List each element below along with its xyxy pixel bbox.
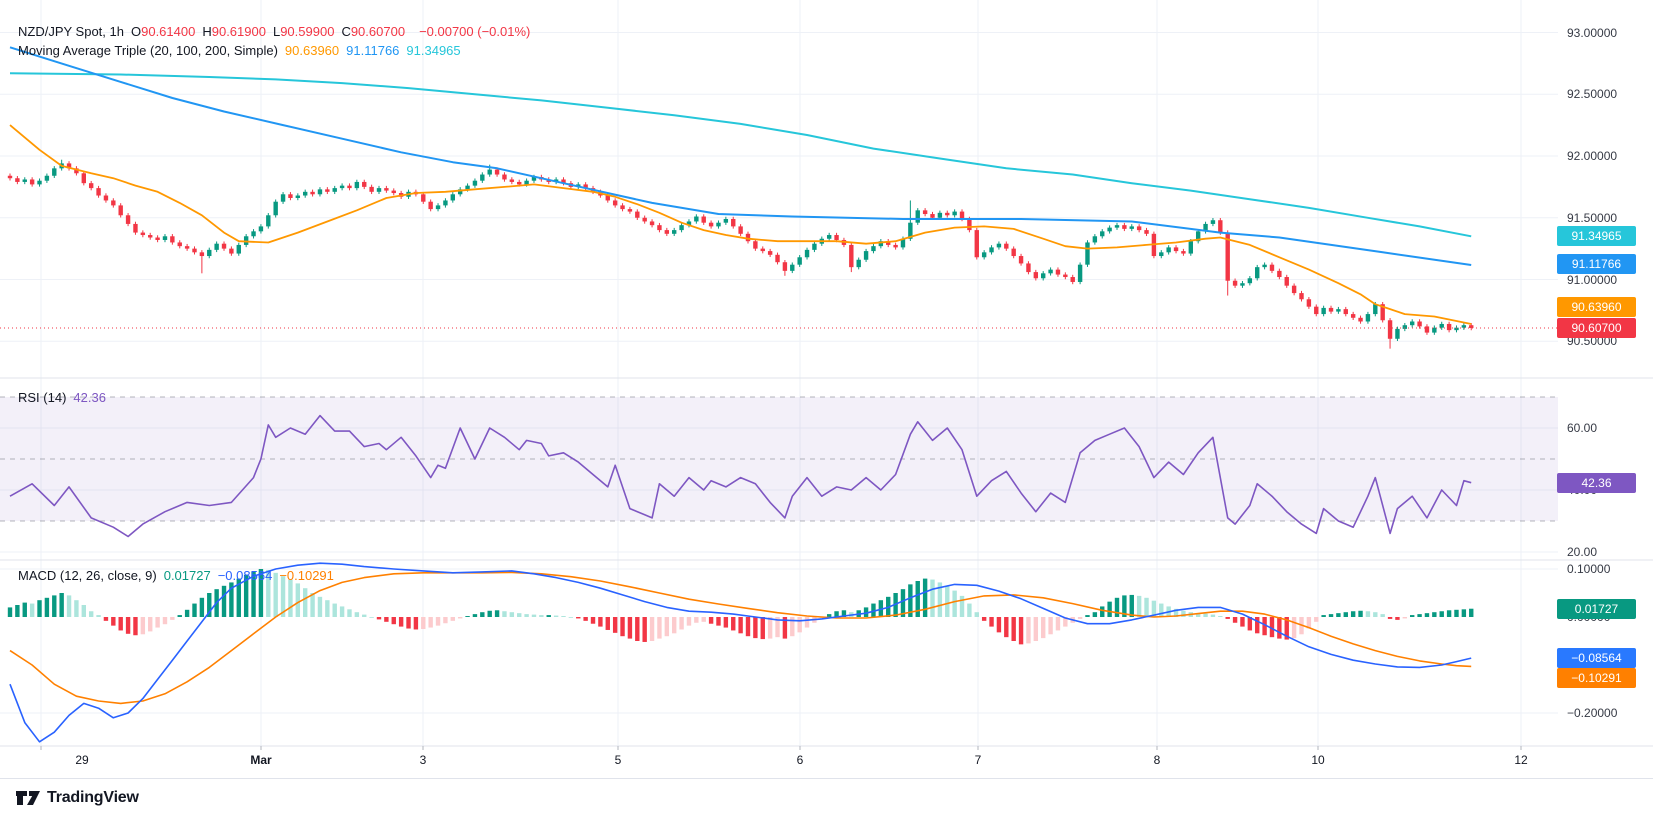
ma100-value: 91.11766	[346, 43, 400, 58]
price-axis-label: 91.50000	[1567, 210, 1618, 225]
rsi-axis-label: 20.00	[1567, 545, 1598, 559]
rsi-badge: 42.36	[1557, 473, 1636, 493]
rsi-indicator-label: RSI (14)	[18, 390, 67, 405]
main-legend: NZD/JPY Spot, 1h O90.61400 H90.61900 L90.5…	[18, 22, 530, 60]
macd-indicator-label: MACD (12, 26, close, 9)	[18, 568, 157, 583]
ohlc-l: L90.59900	[272, 24, 335, 39]
tradingview-brand-text: TradingView	[47, 789, 139, 806]
symbol-title: NZD/JPY Spot, 1h	[18, 24, 124, 39]
time-axis-label: Mar	[250, 753, 272, 767]
macd-hist-value: 0.01727	[163, 568, 211, 583]
price-axis-label: 92.50000	[1567, 87, 1618, 102]
macd-badge: −0.10291	[1557, 668, 1636, 688]
symbol-row: NZD/JPY Spot, 1h O90.61400 H90.61900 L90.5…	[18, 22, 530, 41]
macd-axis-label: 0.10000	[1567, 562, 1611, 576]
time-axis[interactable]	[0, 746, 1653, 779]
ohlc-values: O90.61400 H90.61900 L90.59900 C90.60700	[131, 24, 412, 39]
time-axis-label: 5	[614, 753, 622, 767]
macd-signal-value: −0.10291	[279, 568, 334, 583]
tradingview-attribution[interactable]: TradingView	[15, 789, 139, 807]
rsi-value: 42.36	[73, 390, 106, 405]
time-axis-label: 10	[1311, 753, 1325, 767]
tradingview-logo-icon	[16, 791, 40, 805]
ohlc-h: H90.61900	[202, 24, 266, 39]
price-badge: 91.34965	[1557, 226, 1636, 246]
time-axis-label: 6	[796, 753, 804, 767]
price-badge: 91.11766	[1557, 254, 1636, 274]
ma200-value: 91.34965	[406, 43, 461, 58]
time-axis-label: 7	[974, 753, 982, 767]
macd-line-value: −0.08564	[217, 568, 273, 583]
time-axis-label: 3	[419, 753, 427, 767]
macd-badge: −0.08564	[1557, 648, 1636, 668]
price-badge: 90.63960	[1557, 297, 1636, 317]
price-axis-label: 91.00000	[1567, 272, 1618, 287]
price-badge: 90.60700	[1557, 318, 1636, 338]
ma20-value: 90.63960	[284, 43, 340, 58]
ohlc-c: C90.60700	[341, 24, 406, 39]
ohlc-o: O90.61400	[130, 24, 196, 39]
macd-badge: 0.01727	[1557, 599, 1636, 619]
price-axis-label: 93.00000	[1567, 25, 1618, 40]
rsi-axis-label: 60.00	[1567, 421, 1598, 435]
change-value: −0.00700 (−0.01%)	[419, 24, 531, 39]
ma-indicator-label: Moving Average Triple (20, 100, 200, Sim…	[18, 43, 278, 58]
macd-axis-label: −0.20000	[1567, 706, 1618, 720]
time-axis-label: 29	[75, 753, 89, 767]
ma-row: Moving Average Triple (20, 100, 200, Sim…	[18, 41, 530, 60]
time-axis-label: 12	[1514, 753, 1528, 767]
time-axis-label: 8	[1153, 753, 1161, 767]
rsi-legend: RSI (14) 42.36	[18, 388, 106, 407]
macd-legend: MACD (12, 26, close, 9) 0.01727 −0.08564…	[18, 566, 334, 585]
price-axis-label: 92.00000	[1567, 149, 1618, 163]
